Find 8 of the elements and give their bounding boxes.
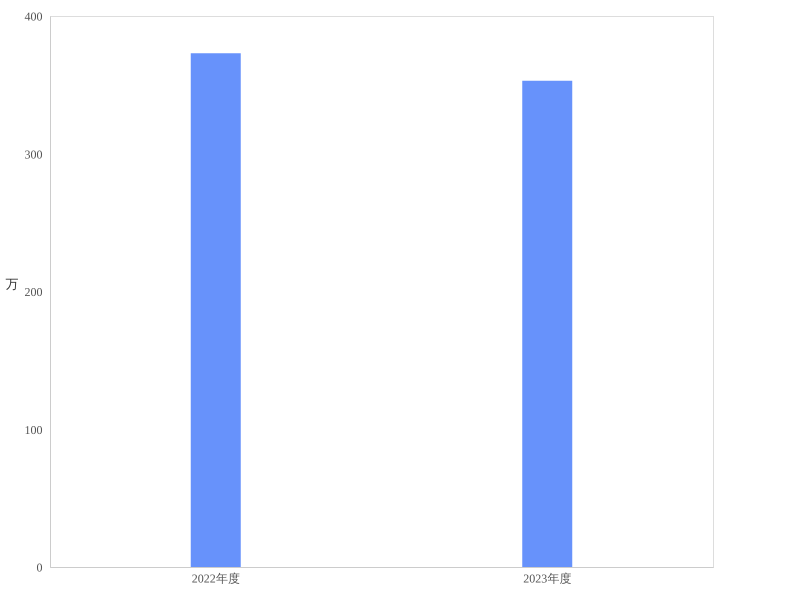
y-tick-label: 300	[24, 147, 42, 162]
y-tick-label: 400	[24, 10, 42, 24]
x-tick-label: 2022年度	[192, 572, 240, 586]
y-tick-label: 200	[24, 285, 42, 299]
y-axis-title: 万	[6, 276, 18, 292]
y-tick-label: 100	[24, 422, 42, 437]
x-tick-label: 2023年度	[523, 572, 572, 586]
y-tick-label: 0	[36, 560, 42, 574]
